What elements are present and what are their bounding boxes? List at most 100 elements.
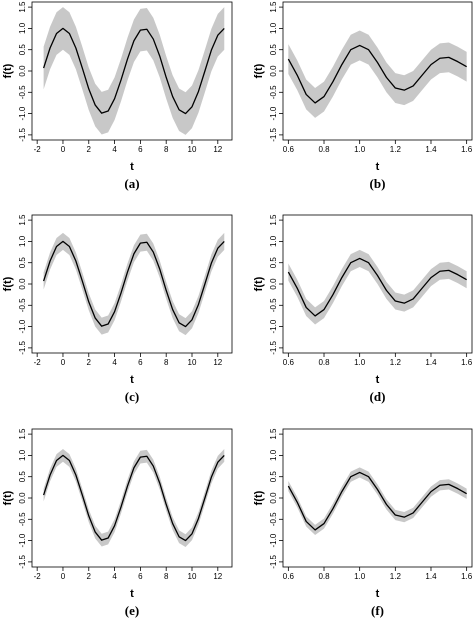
spread-band	[288, 30, 467, 118]
y-tick-label: 1.5	[18, 1, 27, 13]
x-tick-label: 1.4	[425, 358, 437, 367]
x-tick-label: 12	[213, 358, 222, 367]
y-tick-label: 0.5	[269, 257, 278, 269]
x-tick-label: 0.8	[318, 145, 330, 154]
panel-caption: (b)	[370, 176, 386, 191]
y-tick-label: 1.5	[269, 428, 278, 440]
x-tick-label: 1.0	[354, 145, 366, 154]
x-tick-label: 2	[87, 358, 92, 367]
spread-band	[288, 249, 467, 325]
y-tick-label: -1.0	[18, 319, 27, 333]
panel-caption: (c)	[125, 389, 139, 404]
x-tick-label: 2	[87, 145, 92, 154]
x-tick-label: 12	[213, 145, 222, 154]
x-tick-label: 2	[87, 572, 92, 581]
y-tick-label: 1.5	[18, 428, 27, 440]
y-tick-label: 0.0	[18, 492, 27, 504]
y-tick-label: -1.0	[269, 533, 278, 547]
x-axis-label: t	[376, 161, 380, 173]
x-tick-label: 1.2	[390, 358, 402, 367]
y-axis-label: f(t)	[2, 490, 14, 505]
x-tick-label: -2	[34, 145, 42, 154]
y-tick-label: 0.5	[269, 471, 278, 483]
y-tick-label: -1.0	[18, 106, 27, 120]
y-tick-label: -0.5	[269, 298, 278, 312]
x-tick-label: 1.0	[354, 572, 366, 581]
y-tick-label: 1.5	[269, 214, 278, 226]
y-tick-label: 1.0	[269, 235, 278, 247]
x-tick-label: 1.6	[461, 572, 473, 581]
x-axis-label: t	[130, 374, 134, 386]
panel-caption: (a)	[124, 176, 139, 191]
x-tick-label: 0.6	[283, 572, 295, 581]
y-tick-label: 0.0	[269, 278, 278, 290]
x-tick-label: -2	[34, 358, 42, 367]
x-tick-label: 8	[164, 358, 169, 367]
x-tick-label: 0	[61, 572, 66, 581]
y-tick-label: 1.5	[18, 214, 27, 226]
x-tick-label: 0	[61, 358, 66, 367]
y-axis-label: f(t)	[253, 276, 265, 291]
x-tick-label: 1.2	[390, 572, 402, 581]
y-tick-label: 0.5	[18, 257, 27, 269]
y-tick-label: -0.5	[18, 298, 27, 312]
spread-band	[288, 467, 467, 536]
x-tick-label: 4	[112, 358, 117, 367]
y-tick-label: 0.0	[18, 65, 27, 77]
x-tick-label: 10	[188, 572, 197, 581]
x-axis-label: t	[130, 588, 134, 600]
x-tick-label: 1.0	[354, 358, 366, 367]
mean-line	[42, 27, 225, 115]
spread-band	[43, 7, 225, 135]
x-tick-label: 4	[112, 572, 117, 581]
x-axis-label: t	[376, 374, 380, 386]
y-tick-label: 0.0	[269, 65, 278, 77]
x-tick-label: 1.4	[425, 572, 437, 581]
y-tick-label: -0.5	[269, 85, 278, 99]
panel-caption: (f)	[371, 603, 384, 618]
y-tick-label: -1.0	[18, 533, 27, 547]
x-tick-label: 1.6	[461, 358, 473, 367]
y-tick-label: 1.0	[18, 22, 27, 34]
x-tick-label: 10	[188, 145, 197, 154]
x-tick-label: -2	[34, 572, 42, 581]
plot-frame	[282, 428, 473, 568]
mean-line	[42, 240, 225, 328]
y-tick-label: -1.5	[269, 127, 278, 141]
x-axis-label: t	[376, 588, 380, 600]
y-axis-label: f(t)	[2, 276, 14, 291]
y-tick-label: -1.5	[18, 340, 27, 354]
x-tick-label: 0.8	[318, 358, 330, 367]
x-tick-label: 0.8	[318, 572, 330, 581]
y-tick-label: 1.0	[18, 449, 27, 461]
y-tick-label: 0.5	[269, 44, 278, 56]
x-tick-label: 12	[213, 572, 222, 581]
x-tick-label: 0	[61, 145, 66, 154]
x-tick-label: 10	[188, 358, 197, 367]
x-tick-label: 1.4	[425, 145, 437, 154]
y-tick-label: 0.5	[18, 471, 27, 483]
y-tick-label: -0.5	[269, 512, 278, 526]
y-tick-label: -0.5	[18, 512, 27, 526]
x-tick-label: 0.6	[283, 145, 295, 154]
x-tick-label: 8	[164, 145, 169, 154]
y-tick-label: 1.0	[18, 235, 27, 247]
y-tick-label: 1.0	[269, 22, 278, 34]
y-axis-label: f(t)	[253, 63, 265, 78]
y-axis-label: f(t)	[2, 63, 14, 78]
x-tick-label: 6	[138, 358, 143, 367]
y-tick-label: 0.0	[18, 278, 27, 290]
mean-line	[287, 44, 467, 104]
y-tick-label: -1.0	[269, 319, 278, 333]
y-tick-label: 0.5	[18, 44, 27, 56]
mean-line	[287, 257, 467, 317]
mean-line	[42, 454, 225, 542]
y-axis-label: f(t)	[253, 490, 265, 505]
panel-caption: (d)	[370, 389, 386, 404]
x-tick-label: 8	[164, 572, 169, 581]
x-axis-label: t	[130, 161, 134, 173]
y-tick-label: -0.5	[18, 85, 27, 99]
panel-caption: (e)	[125, 603, 139, 618]
x-tick-label: 1.2	[390, 145, 402, 154]
